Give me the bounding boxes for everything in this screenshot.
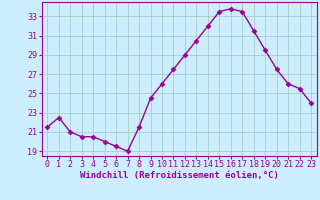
X-axis label: Windchill (Refroidissement éolien,°C): Windchill (Refroidissement éolien,°C) [80, 171, 279, 180]
